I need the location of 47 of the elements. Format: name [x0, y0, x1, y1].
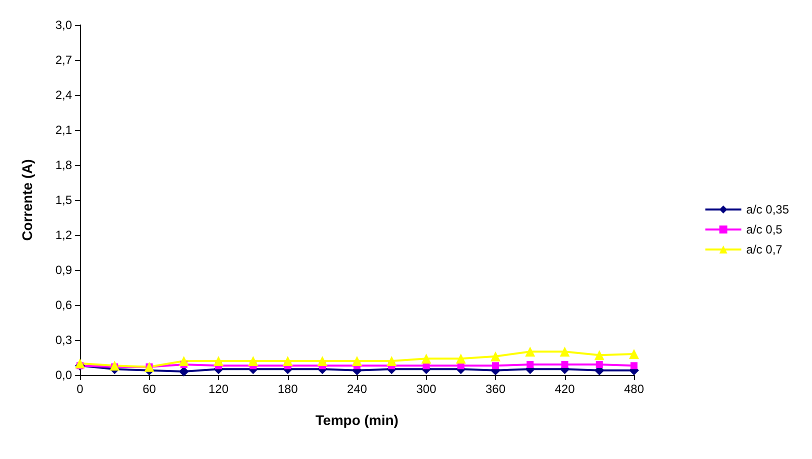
y-tick-label: 2,7: [55, 53, 72, 67]
point: [110, 360, 120, 371]
point: [421, 354, 432, 364]
y-tick-label: 0,0: [55, 368, 72, 382]
x-tick-label: 180: [278, 382, 298, 396]
y-tick-label: 0,9: [55, 263, 72, 277]
point: [456, 354, 466, 364]
legend-label: a/c 0,7: [746, 242, 783, 256]
x-tick-label: 120: [208, 382, 229, 396]
x-axis-title: Tempo (min): [316, 412, 398, 428]
y-tick-label: 1,2: [55, 228, 72, 242]
point: [629, 349, 639, 359]
point: [490, 351, 500, 362]
legend-label: a/c 0,5: [746, 222, 783, 236]
y-tick-label: 3,0: [55, 18, 72, 32]
y-axis-title: Corrente (A): [19, 159, 35, 241]
point: [178, 356, 189, 366]
x-tick-label: 240: [346, 382, 368, 396]
point: [386, 356, 397, 366]
point: [352, 356, 362, 366]
point: [560, 346, 570, 357]
x-tick-label: 0: [76, 382, 84, 396]
point: [526, 361, 534, 368]
x-tick-label: 480: [624, 382, 644, 396]
point: [492, 362, 499, 370]
y-tick-label: 0,3: [55, 333, 72, 347]
point: [561, 361, 568, 368]
legend-label: a/c 0,35: [746, 202, 790, 216]
point: [594, 350, 604, 360]
x-tick-label: 300: [416, 382, 437, 396]
point: [178, 366, 189, 376]
point: [282, 356, 293, 366]
y-tick-label: 2,1: [55, 123, 72, 137]
point: [317, 356, 328, 366]
x-tick-label: 420: [554, 382, 576, 396]
point: [525, 346, 536, 357]
point: [630, 362, 638, 370]
y-tick-label: 1,8: [55, 158, 72, 172]
x-tick-label: 360: [485, 382, 506, 396]
x-tick-label: 60: [142, 382, 156, 396]
y-tick-label: 1,5: [55, 193, 72, 207]
point: [214, 356, 224, 366]
y-tick-label: 0,6: [55, 298, 72, 312]
point: [75, 358, 85, 368]
y-tick-label: 2,4: [55, 88, 72, 102]
point: [248, 356, 258, 366]
point: [596, 361, 603, 368]
